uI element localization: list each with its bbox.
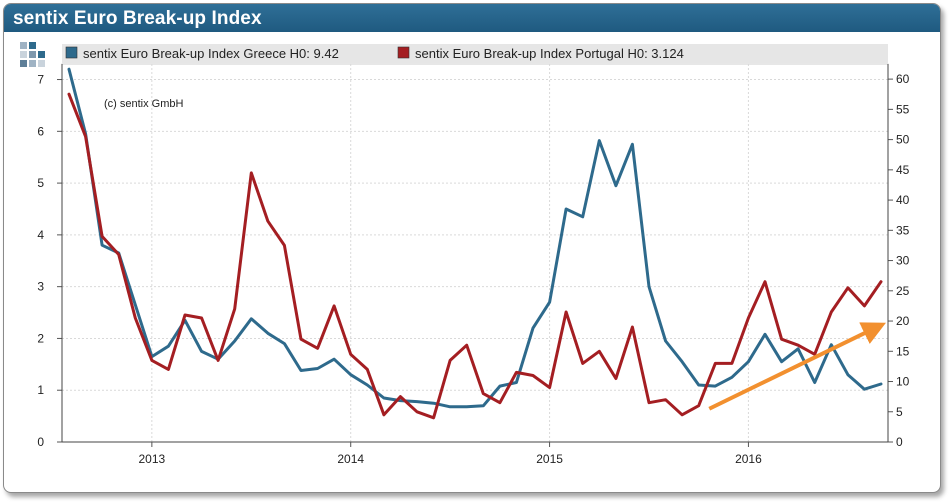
y-right-tick-label: 5 xyxy=(896,405,903,419)
trend-arrow-icon xyxy=(708,322,886,411)
legend-label-portugal: sentix Euro Break-up Index Portugal H0: … xyxy=(415,46,684,61)
y-right-tick-label: 40 xyxy=(896,193,910,207)
legend-bar xyxy=(62,44,888,63)
copyright-note: (c) sentix GmbH xyxy=(104,98,184,110)
y-right-tick-label: 0 xyxy=(896,435,903,449)
plot-area xyxy=(61,63,889,443)
legend-label-greece: sentix Euro Break-up Index Greece H0: 9.… xyxy=(83,46,339,61)
x-tick-label: 2016 xyxy=(735,452,762,466)
title-bar: sentix Euro Break-up Index xyxy=(4,4,940,32)
y-right-tick-label: 50 xyxy=(896,133,910,147)
y-left-tick-label: 7 xyxy=(37,73,44,87)
chart-panel: sentix Euro Break-up Index xyxy=(3,3,941,493)
chart-title: sentix Euro Break-up Index xyxy=(13,8,262,29)
y-right-tick-label: 15 xyxy=(896,344,910,358)
legend-swatch-greece xyxy=(65,46,78,59)
legend-swatch-portugal xyxy=(397,46,410,59)
y-right-tick-label: 60 xyxy=(896,72,910,86)
y-right-tick-label: 25 xyxy=(896,284,910,298)
x-tick-label: 2013 xyxy=(139,452,166,466)
x-tick-label: 2014 xyxy=(337,452,364,466)
y-right-tick-label: 10 xyxy=(896,375,910,389)
sentix-squares-logo-icon xyxy=(20,42,45,67)
y-right-tick-label: 30 xyxy=(896,254,910,268)
y-right-tick-label: 35 xyxy=(896,223,910,237)
y-right-tick-label: 20 xyxy=(896,314,910,328)
y-left-tick-label: 5 xyxy=(37,176,44,190)
y-left-tick-label: 6 xyxy=(37,124,44,138)
y-right-tick-label: 45 xyxy=(896,163,910,177)
series-line-greece xyxy=(67,67,883,409)
y-left-tick-label: 4 xyxy=(37,228,44,242)
y-left-tick-label: 0 xyxy=(37,435,44,449)
y-right-tick-label: 55 xyxy=(896,102,910,116)
y-left-tick-label: 2 xyxy=(37,331,44,345)
y-left-tick-label: 3 xyxy=(37,280,44,294)
series-line-portugal xyxy=(67,92,883,420)
y-left-tick-label: 1 xyxy=(37,383,44,397)
x-tick-label: 2015 xyxy=(536,452,563,466)
